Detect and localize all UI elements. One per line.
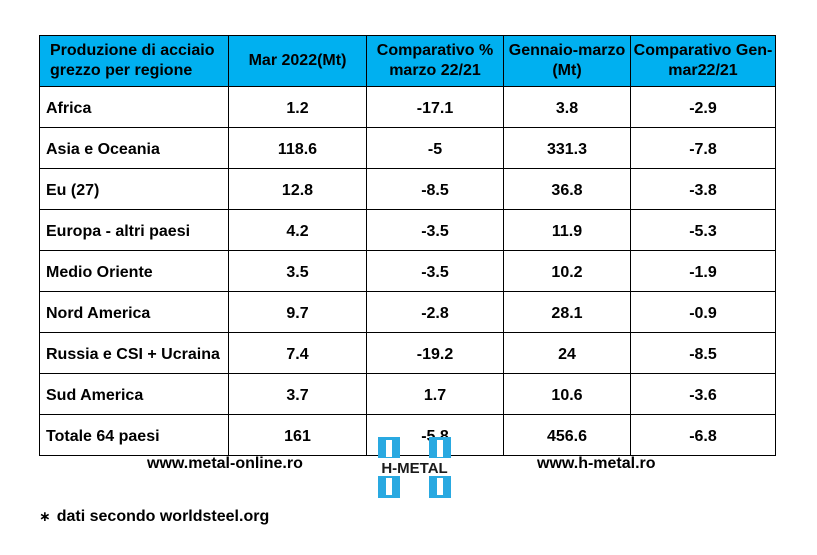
logo-text: H-METAL bbox=[381, 460, 447, 477]
value-cell: -3.8 bbox=[630, 168, 776, 210]
value-cell: 28.1 bbox=[503, 291, 631, 333]
value-cell: -17.1 bbox=[366, 86, 504, 128]
website-link-h-metal: www.h-metal.ro bbox=[537, 455, 656, 472]
value-cell: 7.4 bbox=[228, 332, 367, 374]
region-cell: Totale 64 paesi bbox=[39, 414, 229, 456]
value-cell: -3.5 bbox=[366, 250, 504, 292]
table-row: Sud America 3.7 1.7 10.6 -3.6 bbox=[39, 373, 776, 415]
value-cell: -5.3 bbox=[630, 209, 776, 251]
value-cell: 3.8 bbox=[503, 86, 631, 128]
value-cell: 161 bbox=[228, 414, 367, 456]
value-cell: 11.9 bbox=[503, 209, 631, 251]
region-cell: Eu (27) bbox=[39, 168, 229, 210]
value-cell: 9.7 bbox=[228, 291, 367, 333]
region-cell: Russia e CSI + Ucraina bbox=[39, 332, 229, 374]
value-cell: 1.2 bbox=[228, 86, 367, 128]
value-cell: 4.2 bbox=[228, 209, 367, 251]
value-cell: 10.2 bbox=[503, 250, 631, 292]
region-cell: Asia e Oceania bbox=[39, 127, 229, 169]
table-header-row: Produzione di acciaio grezzo per regione… bbox=[39, 35, 776, 87]
table-row: Africa 1.2 -17.1 3.8 -2.9 bbox=[39, 86, 776, 128]
value-cell: 36.8 bbox=[503, 168, 631, 210]
value-cell: -1.9 bbox=[630, 250, 776, 292]
value-cell: 331.3 bbox=[503, 127, 631, 169]
value-cell: 118.6 bbox=[228, 127, 367, 169]
value-cell: -2.8 bbox=[366, 291, 504, 333]
value-cell: 3.7 bbox=[228, 373, 367, 415]
region-cell: Africa bbox=[39, 86, 229, 128]
value-cell: -6.8 bbox=[630, 414, 776, 456]
value-cell: 24 bbox=[503, 332, 631, 374]
source-note: ∗ dati secondo worldsteel.org bbox=[39, 508, 269, 526]
header-comparison-march: Comparativo % marzo 22/21 bbox=[366, 35, 504, 87]
table-row: Russia e CSI + Ucraina 7.4 -19.2 24 -8.5 bbox=[39, 332, 776, 374]
table-row: Europa - altri paesi 4.2 -3.5 11.9 -5.3 bbox=[39, 209, 776, 251]
value-cell: -0.9 bbox=[630, 291, 776, 333]
website-link-metal-online: www.metal-online.ro bbox=[147, 455, 303, 472]
region-cell: Sud America bbox=[39, 373, 229, 415]
table-row: Nord America 9.7 -2.8 28.1 -0.9 bbox=[39, 291, 776, 333]
value-cell: -8.5 bbox=[366, 168, 504, 210]
value-cell: -2.9 bbox=[630, 86, 776, 128]
header-region: Produzione di acciaio grezzo per regione bbox=[39, 35, 229, 87]
table-row: Eu (27) 12.8 -8.5 36.8 -3.8 bbox=[39, 168, 776, 210]
steel-production-table: Produzione di acciaio grezzo per regione… bbox=[39, 35, 776, 456]
h-metal-logo: H-METAL bbox=[377, 437, 452, 498]
value-cell: 456.6 bbox=[503, 414, 631, 456]
region-cell: Europa - altri paesi bbox=[39, 209, 229, 251]
region-cell: Nord America bbox=[39, 291, 229, 333]
value-cell: -3.5 bbox=[366, 209, 504, 251]
table-row: Medio Oriente 3.5 -3.5 10.2 -1.9 bbox=[39, 250, 776, 292]
source-note-text: dati secondo worldsteel.org bbox=[56, 508, 270, 525]
value-cell: 12.8 bbox=[228, 168, 367, 210]
region-cell: Medio Oriente bbox=[39, 250, 229, 292]
table-row: Asia e Oceania 118.6 -5 331.3 -7.8 bbox=[39, 127, 776, 169]
asterisk-icon: ∗ bbox=[39, 508, 51, 524]
table-row-total: Totale 64 paesi 161 -5.8 456.6 -6.8 bbox=[39, 414, 776, 456]
header-march-2022: Mar 2022(Mt) bbox=[228, 35, 367, 87]
value-cell: -5 bbox=[366, 127, 504, 169]
header-jan-march: Gennaio-marzo (Mt) bbox=[503, 35, 631, 87]
value-cell: -8.5 bbox=[630, 332, 776, 374]
value-cell: -19.2 bbox=[366, 332, 504, 374]
value-cell: 1.7 bbox=[366, 373, 504, 415]
value-cell: 10.6 bbox=[503, 373, 631, 415]
value-cell: 3.5 bbox=[228, 250, 367, 292]
value-cell: -3.6 bbox=[630, 373, 776, 415]
value-cell: -7.8 bbox=[630, 127, 776, 169]
header-comparison-jan-march: Comparativo Gen-mar22/21 bbox=[630, 35, 776, 87]
